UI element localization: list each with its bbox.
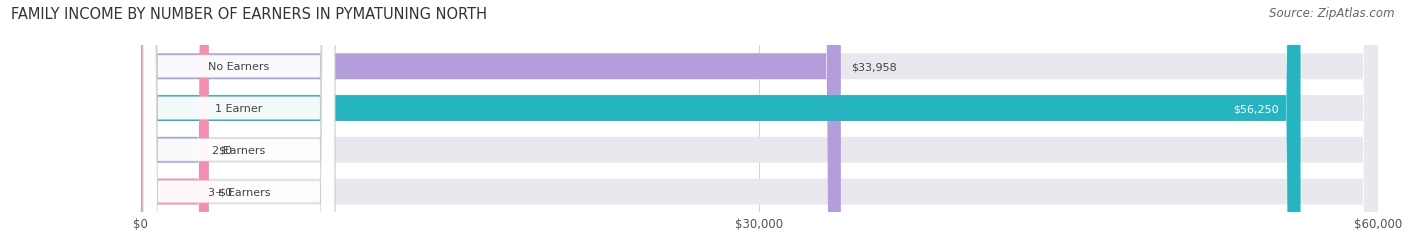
FancyBboxPatch shape	[143, 0, 335, 231]
Text: No Earners: No Earners	[208, 62, 270, 72]
FancyBboxPatch shape	[141, 0, 841, 231]
Text: FAMILY INCOME BY NUMBER OF EARNERS IN PYMATUNING NORTH: FAMILY INCOME BY NUMBER OF EARNERS IN PY…	[11, 7, 488, 22]
FancyBboxPatch shape	[141, 0, 208, 231]
FancyBboxPatch shape	[143, 0, 335, 231]
Text: $33,958: $33,958	[851, 62, 897, 72]
FancyBboxPatch shape	[143, 0, 335, 231]
FancyBboxPatch shape	[143, 0, 335, 231]
Text: 3+ Earners: 3+ Earners	[208, 187, 270, 197]
Text: Source: ZipAtlas.com: Source: ZipAtlas.com	[1270, 7, 1395, 20]
Text: 1 Earner: 1 Earner	[215, 103, 263, 114]
FancyBboxPatch shape	[141, 0, 1378, 231]
FancyBboxPatch shape	[141, 0, 1378, 231]
Text: $56,250: $56,250	[1233, 103, 1278, 114]
FancyBboxPatch shape	[141, 0, 1301, 231]
Text: $0: $0	[218, 187, 232, 197]
Text: $0: $0	[218, 145, 232, 155]
FancyBboxPatch shape	[141, 0, 208, 231]
FancyBboxPatch shape	[141, 0, 1378, 231]
FancyBboxPatch shape	[141, 0, 1378, 231]
Text: 2 Earners: 2 Earners	[212, 145, 266, 155]
